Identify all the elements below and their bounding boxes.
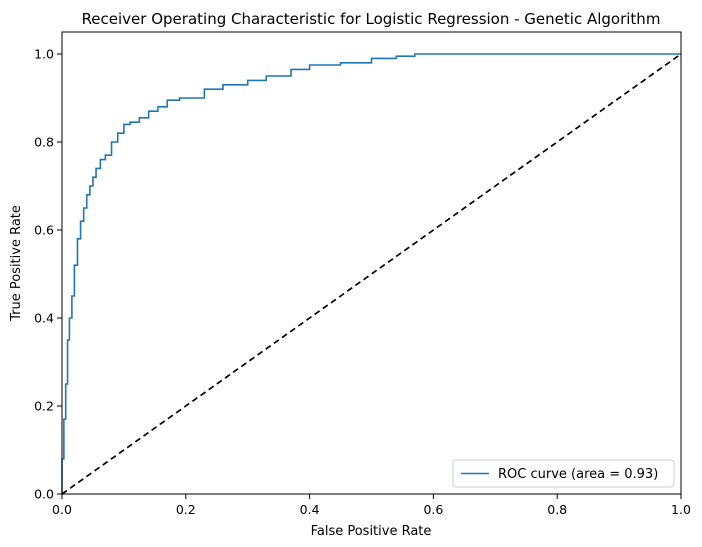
plot-frame — [61, 31, 682, 495]
x-tick-label: 1.0 — [671, 502, 691, 517]
y-tick-label: 0.4 — [34, 311, 54, 326]
y-tick-label: 0.8 — [34, 135, 54, 150]
x-tick-label: 0.2 — [176, 502, 196, 517]
y-tick-label: 0.2 — [34, 399, 54, 414]
x-tick-label: 0.4 — [300, 502, 320, 517]
plot-area — [61, 53, 682, 495]
x-tick-label: 0.8 — [547, 502, 567, 517]
axis-ticks: 0.0 0.2 0.4 0.6 0.8 1.0 0.0 0.2 0.4 0.6 0.8 1.0 — [34, 47, 691, 518]
legend: ROC curve (area = 0.93) — [452, 459, 675, 488]
legend-box — [452, 459, 675, 488]
y-axis-label: True Positive Rate — [9, 205, 24, 322]
legend-label: ROC curve (area = 0.93) — [498, 467, 658, 482]
x-axis-label: False Positive Rate — [311, 524, 432, 539]
chart-title: Receiver Operating Characteristic for Lo… — [82, 10, 661, 28]
x-tick-label: 0.0 — [52, 502, 72, 517]
roc-curve-line — [61, 53, 681, 494]
y-tick-label: 1.0 — [34, 47, 54, 62]
x-tick-label: 0.6 — [423, 502, 443, 517]
y-tick-label: 0.6 — [34, 223, 54, 238]
y-tick-label: 0.0 — [34, 487, 54, 502]
chance-diagonal-line — [61, 53, 682, 495]
